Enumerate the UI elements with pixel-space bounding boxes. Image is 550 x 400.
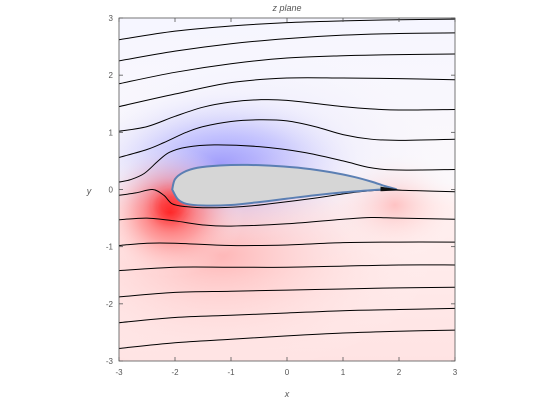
- y-axis-label: y: [86, 186, 92, 196]
- airfoil-body: [171, 163, 398, 207]
- streamline-9: [119, 216, 455, 227]
- x-tick-label: 0: [285, 368, 290, 377]
- x-tick-label: -3: [115, 368, 123, 377]
- y-axis: -3 -2 -1 0 1 2 3: [106, 14, 455, 366]
- y-tick-label: -2: [106, 300, 114, 309]
- x-axis: -3 -2 -1 0 1 2 3: [115, 18, 458, 377]
- streamline-7: [119, 144, 455, 183]
- streamline-2: [119, 32, 455, 62]
- x-tick-label: 1: [341, 368, 346, 377]
- x-tick-label: -1: [227, 368, 235, 377]
- streamline-11: [119, 264, 455, 272]
- x-axis-label: x: [284, 389, 290, 399]
- y-tick-label: 2: [109, 71, 114, 80]
- streamline-13: [119, 307, 455, 324]
- streamline-12: [119, 286, 455, 298]
- x-tick-label: 2: [397, 368, 402, 377]
- y-tick-label: -3: [106, 357, 114, 366]
- airfoil: [171, 163, 403, 207]
- trailing-edge-cusp: [380, 186, 403, 192]
- y-tick-label: -1: [106, 243, 114, 252]
- streamline-3: [119, 53, 455, 85]
- y-tick-label: 0: [109, 186, 114, 195]
- y-tick-label: 3: [109, 14, 114, 23]
- streamline-6: [119, 119, 455, 158]
- streamline-5: [119, 98, 455, 132]
- x-tick-label: -2: [171, 368, 179, 377]
- trailing-edge-pressure-region: [325, 150, 455, 260]
- streamline-4: [119, 77, 455, 108]
- y-tick-label: 1: [109, 128, 114, 137]
- streamline-10: [119, 241, 455, 247]
- plot-title: z plane: [271, 3, 301, 13]
- streamline-14: [119, 329, 455, 349]
- x-tick-label: 3: [453, 368, 458, 377]
